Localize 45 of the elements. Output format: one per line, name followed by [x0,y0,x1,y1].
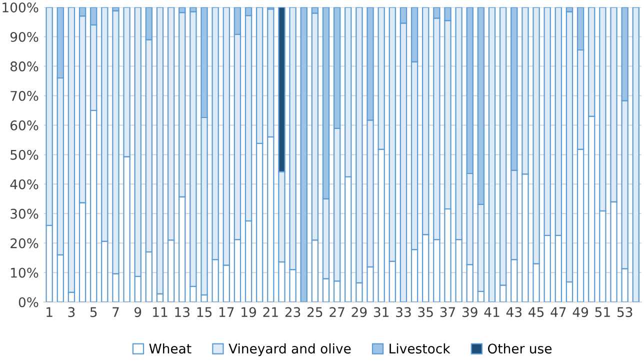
x-tick-label: 47 [550,307,566,317]
x-tick-label: 35 [418,307,433,318]
x-tick-label: 19 [242,307,256,318]
x-tick-label: 5 [90,307,97,318]
legend-label: Other use [488,343,552,354]
x-tick-label: 1 [46,307,52,317]
x-tick-label: 31 [374,307,389,318]
x-tick-label: 53 [617,307,632,318]
y-tick-label: 30% [10,208,38,219]
x-tick-label: 17 [219,307,234,317]
x-tick-label: 3 [68,307,75,318]
x-tick-label: 45 [528,307,544,318]
bar [488,7,496,302]
x-tick-label: 37 [440,307,456,318]
y-tick-label: 10% [11,268,38,278]
y-tick-label: 70% [10,90,38,101]
x-tick-label: 43 [506,307,522,318]
x-tick-label: 29 [352,307,367,318]
bar [632,7,640,302]
y-tick-label: 0% [18,297,38,308]
legend-label: Livestock [390,343,450,354]
x-tick-label: 9 [134,307,142,318]
x-tick-label: 33 [396,307,411,318]
x-tick-label: 25 [308,307,322,318]
x-tick-label: 7 [112,307,119,317]
x-tick-label: 27 [330,307,344,317]
y-tick-label: 90% [10,32,38,42]
x-tick-label: 23 [285,307,300,318]
x-tick-label: 39 [462,307,478,318]
y-tick-label: 20% [10,238,38,248]
y-tick-label: 80% [10,61,38,72]
legend-label: Vineyard and olive [228,343,351,356]
legend-label: Wheat [149,343,192,354]
bar [300,7,308,302]
x-tick-label: 15 [197,307,212,318]
x-tick-label: 21 [263,307,278,317]
y-tick-label: 60% [10,120,38,130]
x-tick-label: 13 [175,307,190,318]
x-tick-label: 49 [572,307,588,318]
y-tick-label: 50% [10,150,38,160]
x-tick-label: 51 [595,307,610,318]
y-tick-label: 40% [10,179,38,190]
y-tick-label: 100% [2,2,38,12]
x-tick-label: 41 [484,307,500,317]
x-tick-label: 11 [153,307,168,317]
